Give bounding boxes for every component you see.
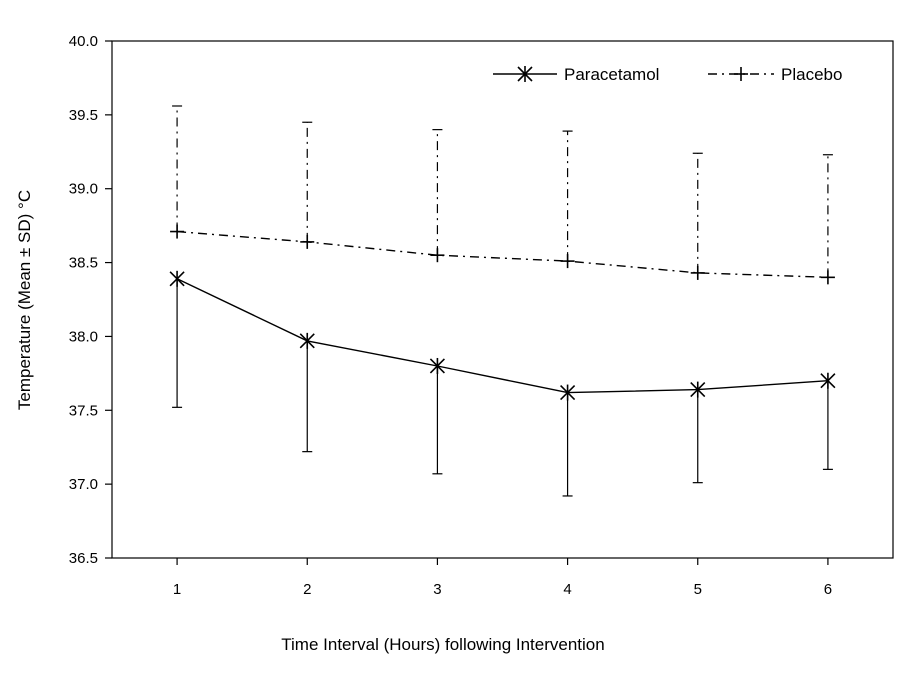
y-axis-title: Temperature (Mean ± SD) °C [15, 190, 34, 410]
x-tick-label: 2 [303, 581, 311, 598]
x-axis-title: Time Interval (Hours) following Interven… [281, 635, 604, 654]
y-tick-label: 38.0 [69, 328, 98, 345]
y-tick-label: 37.5 [69, 402, 98, 419]
paracetamol-point [560, 384, 576, 401]
series-paracetamol [169, 270, 836, 497]
x-tick-label: 1 [173, 581, 181, 598]
placebo-point [690, 265, 705, 280]
y-tick-label: 38.5 [69, 255, 98, 272]
y-tick-label: 36.5 [69, 550, 98, 567]
legend-label-paracetamol: Paracetamol [564, 65, 659, 84]
placebo-point [820, 270, 835, 285]
paracetamol-point [429, 357, 445, 374]
paracetamol-point [820, 372, 836, 389]
x-tick-label: 5 [694, 581, 702, 598]
legend-item-paracetamol: Paracetamol [493, 65, 659, 84]
legend-marker-paracetamol [517, 66, 533, 82]
series-placebo [170, 105, 835, 285]
legend: Paracetamol Placebo [493, 65, 842, 84]
y-tick-label: 37.0 [69, 476, 98, 493]
placebo-line [177, 230, 828, 278]
legend-item-placebo: Placebo [708, 65, 842, 84]
paracetamol-point [690, 381, 706, 398]
legend-label-placebo: Placebo [781, 65, 842, 84]
paracetamol-point [299, 332, 315, 349]
y-tick-label: 40.0 [69, 33, 98, 50]
placebo-point [560, 254, 575, 269]
legend-marker-placebo [734, 67, 748, 81]
axes: 36.5 37.0 37.5 38.0 38.5 39.0 39.5 40.0 1 2 3 4 5 6 [69, 33, 894, 598]
paracetamol-line [176, 278, 828, 394]
paracetamol-point [169, 270, 185, 287]
x-tick-label: 3 [433, 581, 441, 598]
y-tick-label: 39.5 [69, 107, 98, 124]
x-tick-label: 4 [563, 581, 571, 598]
placebo-point [170, 224, 185, 239]
x-tick-label: 6 [824, 581, 832, 598]
y-tick-label: 39.0 [69, 181, 98, 198]
placebo-point [300, 234, 315, 249]
placebo-point [430, 248, 445, 263]
series-layer [169, 105, 836, 497]
plot-frame [111, 40, 894, 559]
